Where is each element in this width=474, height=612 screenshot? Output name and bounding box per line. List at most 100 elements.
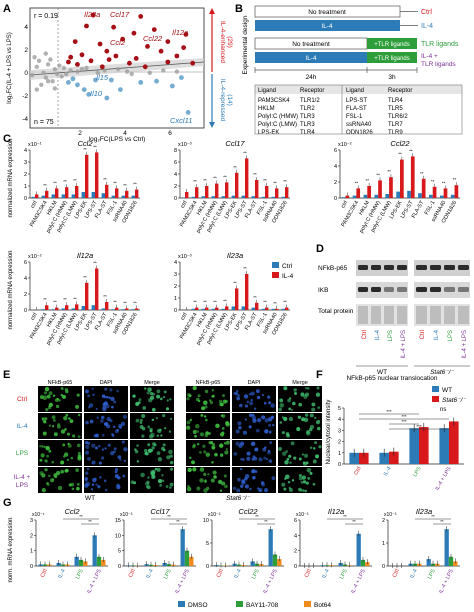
cell-nucleus	[41, 445, 44, 448]
cell-nucleus	[48, 391, 53, 396]
significance-mark: **	[431, 179, 435, 184]
scatter-point-neutral	[45, 79, 51, 84]
bar-il4	[85, 154, 89, 198]
x-tick-label: IL-4 + LPS	[174, 568, 191, 595]
blot-ko-total	[414, 304, 470, 326]
cell-nucleus	[298, 476, 303, 481]
x-tick-label: ctrl	[30, 312, 39, 321]
cell-nucleus	[92, 393, 95, 396]
significance-mark: **	[253, 172, 257, 177]
cell-nucleus	[314, 441, 318, 445]
y-tick-label: 0	[174, 308, 177, 314]
cell-nucleus	[60, 460, 65, 465]
repressed-count: (14)	[226, 94, 233, 106]
x-tick-label: Ctrl	[40, 568, 49, 578]
bar-dmso	[180, 529, 185, 566]
x-tick-label: IL-4	[409, 568, 418, 579]
cell-nucleus	[192, 429, 197, 434]
bar-il4	[135, 308, 139, 310]
y-tick-label: 0	[174, 196, 177, 202]
y-tick-label: 1	[24, 184, 27, 190]
y-tick-label: 4	[174, 260, 177, 266]
y-tick-label: 6	[174, 160, 177, 166]
cell-nucleus	[84, 450, 90, 455]
x-tick-label: ctrl	[180, 312, 189, 321]
cell-nucleus	[46, 454, 49, 458]
cell-nucleus	[219, 443, 224, 448]
bar-il4	[55, 188, 59, 198]
chart-scale: x10⁻³	[296, 512, 309, 518]
bar-bot64	[83, 561, 88, 566]
cell-nucleus	[212, 470, 217, 475]
cell-nucleus	[139, 421, 143, 425]
x-tick-label: IL-4	[145, 568, 154, 579]
scatter-point-enhanced	[84, 23, 89, 29]
lane-label: Ctrl	[362, 330, 368, 339]
legend-wt: WT	[442, 387, 452, 394]
bar-il4	[345, 195, 350, 198]
cell-nucleus	[143, 448, 148, 453]
significance-mark: **	[88, 519, 92, 524]
out-il4-tlr-2: TLR ligands	[421, 61, 456, 68]
cell-nucleus	[283, 487, 287, 491]
chart-scale: x10⁻³	[384, 512, 397, 518]
cell-nucleus	[252, 476, 256, 480]
cell-nucleus	[309, 446, 313, 449]
x-tick-label: LPS	[412, 466, 423, 478]
table-header-bg	[255, 85, 462, 94]
cell-nucleus	[43, 391, 48, 395]
bar-label: +TLR ligands	[374, 56, 410, 62]
y-tick-label: 2	[382, 518, 385, 524]
blot-wt-total	[356, 304, 408, 326]
cell-nucleus	[258, 488, 263, 493]
x-tick-label: Ctrl	[304, 568, 313, 578]
scatter-point-repressed	[104, 95, 110, 101]
cell-nucleus	[85, 420, 89, 425]
bar-wt	[439, 428, 449, 464]
scatter-point-enhanced	[111, 24, 117, 30]
cell-nucleus	[48, 449, 52, 453]
bar-il4	[275, 308, 279, 310]
cell-nucleus	[264, 446, 267, 449]
scatter-point-repressed	[117, 87, 123, 92]
cell-nucleus	[76, 393, 80, 397]
cell-nucleus	[309, 471, 313, 475]
cell-nucleus	[75, 468, 79, 472]
cell-nucleus	[48, 474, 51, 478]
table-header-cell: Receptor	[300, 88, 324, 94]
band-total	[358, 306, 368, 324]
bar-ctrl	[31, 196, 35, 198]
cell-nucleus	[304, 413, 309, 417]
y-tick-label: 4	[294, 533, 297, 539]
chart-title: Il23a	[416, 507, 432, 516]
bar-ctrl	[221, 308, 225, 310]
cell-nucleus	[302, 461, 308, 466]
significance-mark: **	[343, 514, 347, 519]
bar-il4	[432, 186, 437, 198]
bar-ctrl	[439, 195, 444, 198]
y-tick-label: 2	[24, 292, 27, 298]
cell-nucleus	[297, 415, 302, 419]
scatter-point-neutral	[75, 69, 80, 74]
cell-nucleus	[241, 479, 245, 483]
micrograph-column-label: DAPI	[100, 380, 113, 386]
cell-nucleus	[314, 416, 317, 420]
cell-nucleus	[140, 472, 145, 478]
bar-ctrl	[261, 308, 265, 310]
row-label-ctrl: Ctrl	[17, 396, 28, 403]
band-p65	[458, 265, 469, 270]
y-tick-label: 2	[24, 172, 27, 178]
cell-nucleus	[221, 481, 226, 486]
cell-nucleus	[122, 474, 126, 478]
bar-il4	[205, 186, 209, 198]
cell-nucleus	[296, 427, 301, 432]
significance-mark: **	[83, 147, 87, 152]
bar-ctrl	[341, 197, 346, 198]
cell-nucleus	[198, 451, 202, 454]
cell-nucleus	[253, 407, 257, 410]
panel-letter-f: F	[316, 369, 323, 381]
cell-nucleus	[248, 413, 253, 418]
cell-nucleus	[194, 434, 197, 438]
bar-dmso	[92, 535, 97, 566]
bar-il4	[235, 288, 239, 310]
